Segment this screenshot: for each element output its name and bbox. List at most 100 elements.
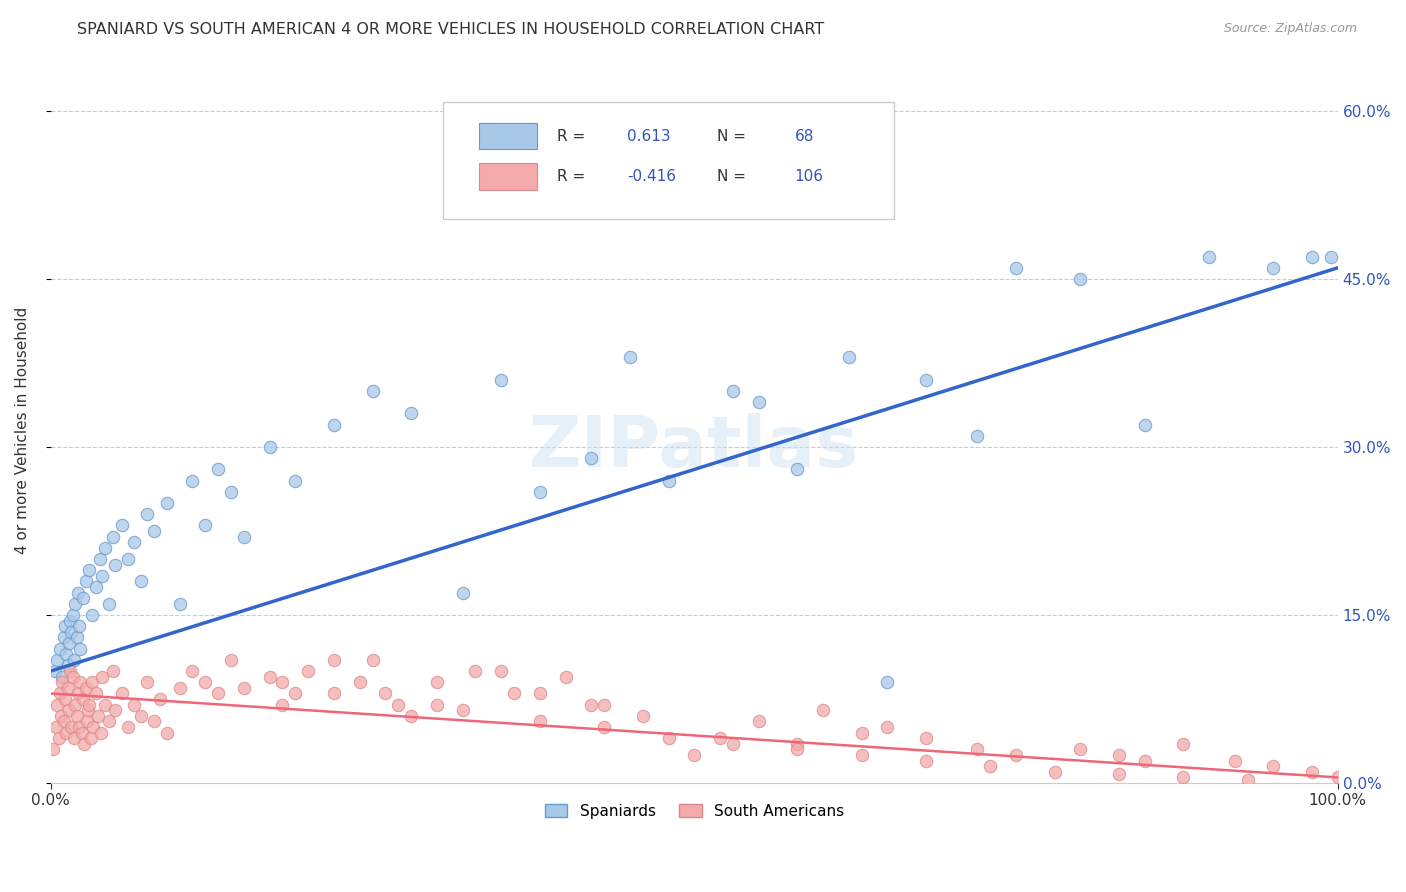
Point: [1108, 747, 1130, 762]
Point: [451, 585, 474, 599]
Point: [683, 747, 706, 762]
Point: [51, 670, 73, 684]
Point: [181, 474, 204, 488]
Point: [63, 653, 86, 667]
Text: N =: N =: [717, 128, 751, 144]
Point: [60, 624, 83, 639]
Point: [1198, 250, 1220, 264]
Point: [915, 754, 938, 768]
Point: [1173, 771, 1195, 785]
Point: [101, 530, 124, 544]
Point: [52, 714, 75, 729]
Point: [72, 692, 94, 706]
Point: [49, 641, 72, 656]
Point: [786, 737, 808, 751]
Point: [169, 681, 191, 695]
Point: [451, 703, 474, 717]
Point: [56, 658, 79, 673]
Point: [399, 406, 422, 420]
Point: [194, 518, 217, 533]
Point: [876, 675, 898, 690]
Point: [194, 675, 217, 690]
Point: [63, 731, 86, 746]
Point: [62, 670, 84, 684]
Point: [117, 552, 139, 566]
Point: [748, 395, 770, 409]
Point: [259, 440, 281, 454]
Point: [979, 759, 1001, 773]
Point: [1263, 759, 1285, 773]
Point: [49, 686, 72, 700]
Point: [58, 636, 80, 650]
Point: [503, 686, 526, 700]
Point: [80, 731, 103, 746]
Point: [529, 714, 551, 729]
Point: [426, 698, 449, 712]
Point: [529, 484, 551, 499]
Point: [683, 160, 706, 174]
Point: [65, 631, 87, 645]
Point: [876, 720, 898, 734]
Point: [55, 647, 77, 661]
Point: [75, 681, 97, 695]
Point: [110, 518, 132, 533]
Point: [124, 698, 146, 712]
Point: [142, 524, 165, 538]
Point: [593, 720, 616, 734]
Point: [58, 703, 80, 717]
Point: [49, 709, 72, 723]
Point: [60, 720, 83, 734]
Point: [259, 670, 281, 684]
Point: [1108, 767, 1130, 781]
Point: [1326, 771, 1348, 785]
Point: [271, 698, 294, 712]
Point: [966, 742, 988, 756]
Point: [361, 384, 384, 398]
Point: [207, 686, 229, 700]
Point: [65, 597, 87, 611]
Point: [75, 574, 97, 589]
Point: [66, 585, 89, 599]
Point: [69, 675, 91, 690]
Point: [149, 692, 172, 706]
Point: [65, 698, 87, 712]
Point: [1173, 737, 1195, 751]
Point: [1223, 754, 1246, 768]
Point: [297, 664, 319, 678]
Point: [748, 714, 770, 729]
Point: [91, 569, 114, 583]
Point: [51, 675, 73, 690]
Point: [323, 417, 346, 432]
FancyBboxPatch shape: [443, 103, 894, 219]
Point: [915, 373, 938, 387]
Point: [838, 351, 860, 365]
Point: [271, 675, 294, 690]
Point: [46, 653, 69, 667]
Point: [101, 664, 124, 678]
Point: [48, 731, 70, 746]
Point: [219, 653, 242, 667]
Text: ZIPatlas: ZIPatlas: [529, 412, 859, 482]
Point: [136, 508, 159, 522]
Text: 0.613: 0.613: [627, 128, 671, 144]
Point: [79, 563, 101, 577]
Point: [76, 714, 98, 729]
Point: [53, 619, 76, 633]
Point: [156, 496, 179, 510]
Point: [284, 686, 307, 700]
Point: [1133, 417, 1156, 432]
Point: [581, 698, 603, 712]
Point: [284, 474, 307, 488]
Point: [657, 731, 679, 746]
Point: [142, 714, 165, 729]
Point: [709, 731, 731, 746]
Point: [657, 474, 679, 488]
Point: [169, 597, 191, 611]
Point: [117, 720, 139, 734]
Point: [79, 698, 101, 712]
Point: [46, 698, 69, 712]
Point: [59, 664, 82, 678]
Point: [129, 574, 152, 589]
Point: [53, 692, 76, 706]
Point: [52, 631, 75, 645]
